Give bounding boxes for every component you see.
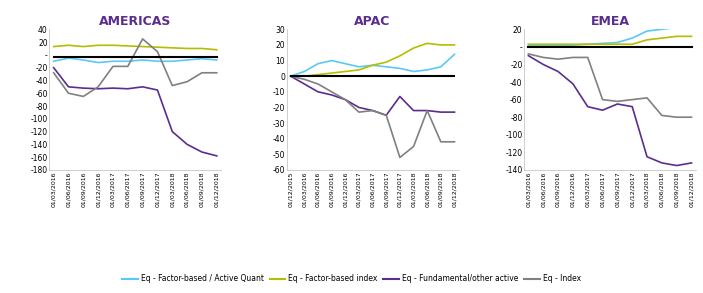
Title: APAC: APAC bbox=[354, 15, 391, 28]
Title: EMEA: EMEA bbox=[591, 15, 629, 28]
Legend: Eq - Factor-based / Active Quant, Eq - Factor-based index, Eq - Fundamental/othe: Eq - Factor-based / Active Quant, Eq - F… bbox=[120, 271, 583, 286]
Title: AMERICAS: AMERICAS bbox=[99, 15, 172, 28]
